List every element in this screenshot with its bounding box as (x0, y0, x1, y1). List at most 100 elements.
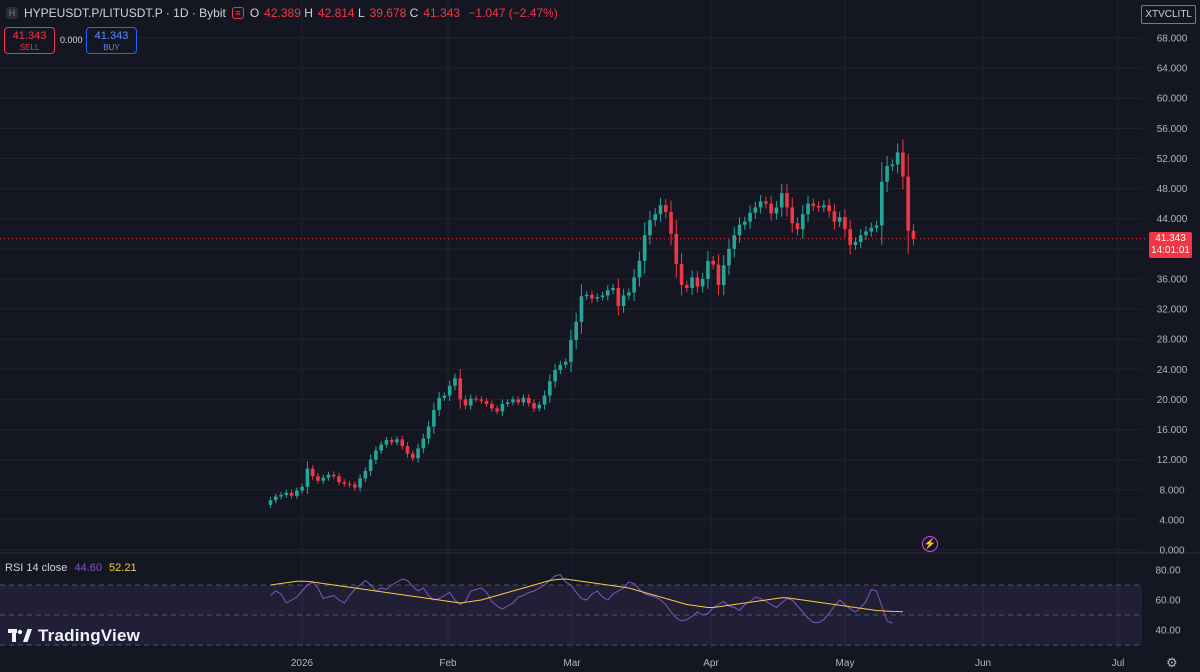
candle (569, 329, 573, 372)
last-price: 41.343 (1155, 233, 1186, 244)
candle-body (374, 450, 378, 460)
candle-body (848, 229, 852, 246)
candle (342, 479, 347, 487)
candle-body (505, 402, 510, 404)
candle-body (405, 446, 410, 454)
candle-body (437, 397, 441, 410)
ohlc-high: 42.814 (317, 6, 355, 20)
candle (595, 293, 600, 303)
candle (331, 471, 336, 480)
sell-button[interactable]: 41.343 SELL (4, 27, 55, 54)
candle-body (832, 211, 837, 222)
logo-text: TradingView (38, 626, 141, 645)
candle-body (358, 478, 362, 488)
candle (621, 288, 626, 313)
candle (379, 441, 383, 454)
candle (310, 465, 315, 480)
candle-body (521, 397, 526, 403)
time-axis-label: Jun (975, 658, 991, 669)
candle (885, 155, 889, 192)
candle (853, 237, 858, 250)
candle (627, 288, 631, 300)
candle-body (579, 296, 584, 322)
candle (526, 394, 531, 407)
candle (663, 198, 668, 219)
candle (748, 205, 752, 229)
candle-body (790, 207, 795, 224)
settings-icon[interactable]: ⚙ (1166, 655, 1178, 670)
spread-value: 0.000 (60, 35, 83, 45)
candle (410, 450, 415, 462)
tradingview-logo-icon (8, 629, 32, 642)
candle (764, 196, 768, 209)
candle (832, 203, 837, 230)
candle (695, 271, 700, 293)
candle-body (484, 400, 489, 404)
candle (901, 139, 905, 190)
sell-label: SELL (19, 43, 40, 52)
symbol-icon[interactable]: H (6, 7, 18, 19)
candle-body (500, 403, 505, 412)
candle (590, 290, 594, 303)
candle (432, 402, 436, 434)
rsi-name: RSI 14 close (5, 562, 68, 574)
candle (384, 437, 389, 448)
bar-countdown: 14:01:01 (1151, 245, 1190, 256)
candle-body (447, 385, 452, 396)
lightning-icon[interactable]: ⚡ (922, 536, 938, 552)
time-axis-label: Feb (439, 658, 457, 669)
candle-body (695, 277, 700, 287)
candle (743, 216, 747, 230)
candle (632, 268, 636, 302)
candle (806, 195, 810, 223)
candle (490, 400, 494, 412)
candle-body (548, 381, 552, 396)
candle-body (779, 193, 784, 208)
candle (574, 312, 578, 349)
rsi-axis-label: 80.00 (1155, 566, 1180, 577)
buy-button[interactable]: 41.343 BUY (86, 27, 137, 54)
candle-body (421, 438, 426, 449)
ticker-badge[interactable]: XTVCLITL (1141, 5, 1196, 24)
candle-body (716, 264, 721, 285)
candle-body (416, 448, 420, 459)
candle-body (432, 409, 436, 427)
candle (890, 159, 895, 172)
candle (790, 197, 795, 233)
symbol-title[interactable]: HYPEUSDT.P/LITUSDT.P · 1D · Bybit (24, 6, 226, 20)
candle-body (706, 260, 710, 279)
candle-body (379, 444, 383, 451)
candle (347, 480, 352, 488)
buy-label: BUY (103, 43, 120, 52)
candle (706, 251, 710, 289)
candle (658, 197, 663, 222)
price-axis-label: 4.000 (1159, 515, 1184, 526)
rsi-legend[interactable]: RSI 14 close 44.60 52.21 (5, 562, 137, 574)
candle-body (816, 205, 821, 208)
candle (337, 473, 341, 486)
candle-body (874, 225, 879, 228)
candle-body (526, 397, 531, 404)
candle (874, 220, 879, 233)
candle-body (590, 294, 594, 299)
candle-body (368, 459, 373, 471)
candle-body (563, 361, 568, 365)
candle-body (901, 152, 905, 177)
candle-body (685, 284, 689, 288)
candle (553, 363, 557, 388)
price-axis-label: 20.000 (1157, 395, 1188, 406)
candle (300, 483, 304, 494)
candle-body (537, 404, 542, 409)
rsi-ma-value: 52.21 (109, 562, 137, 574)
candle-body (732, 235, 737, 249)
candle-body (721, 265, 726, 285)
candle-body (885, 166, 889, 182)
candle-body (316, 476, 320, 481)
tradingview-logo[interactable]: TradingView (8, 626, 140, 646)
candle-body (495, 408, 499, 412)
ohlc-change: −1.047 (−2.47%) (468, 6, 558, 20)
candle (326, 471, 331, 481)
candle-body (642, 235, 647, 261)
price-axis-label: 0.000 (1159, 546, 1184, 557)
